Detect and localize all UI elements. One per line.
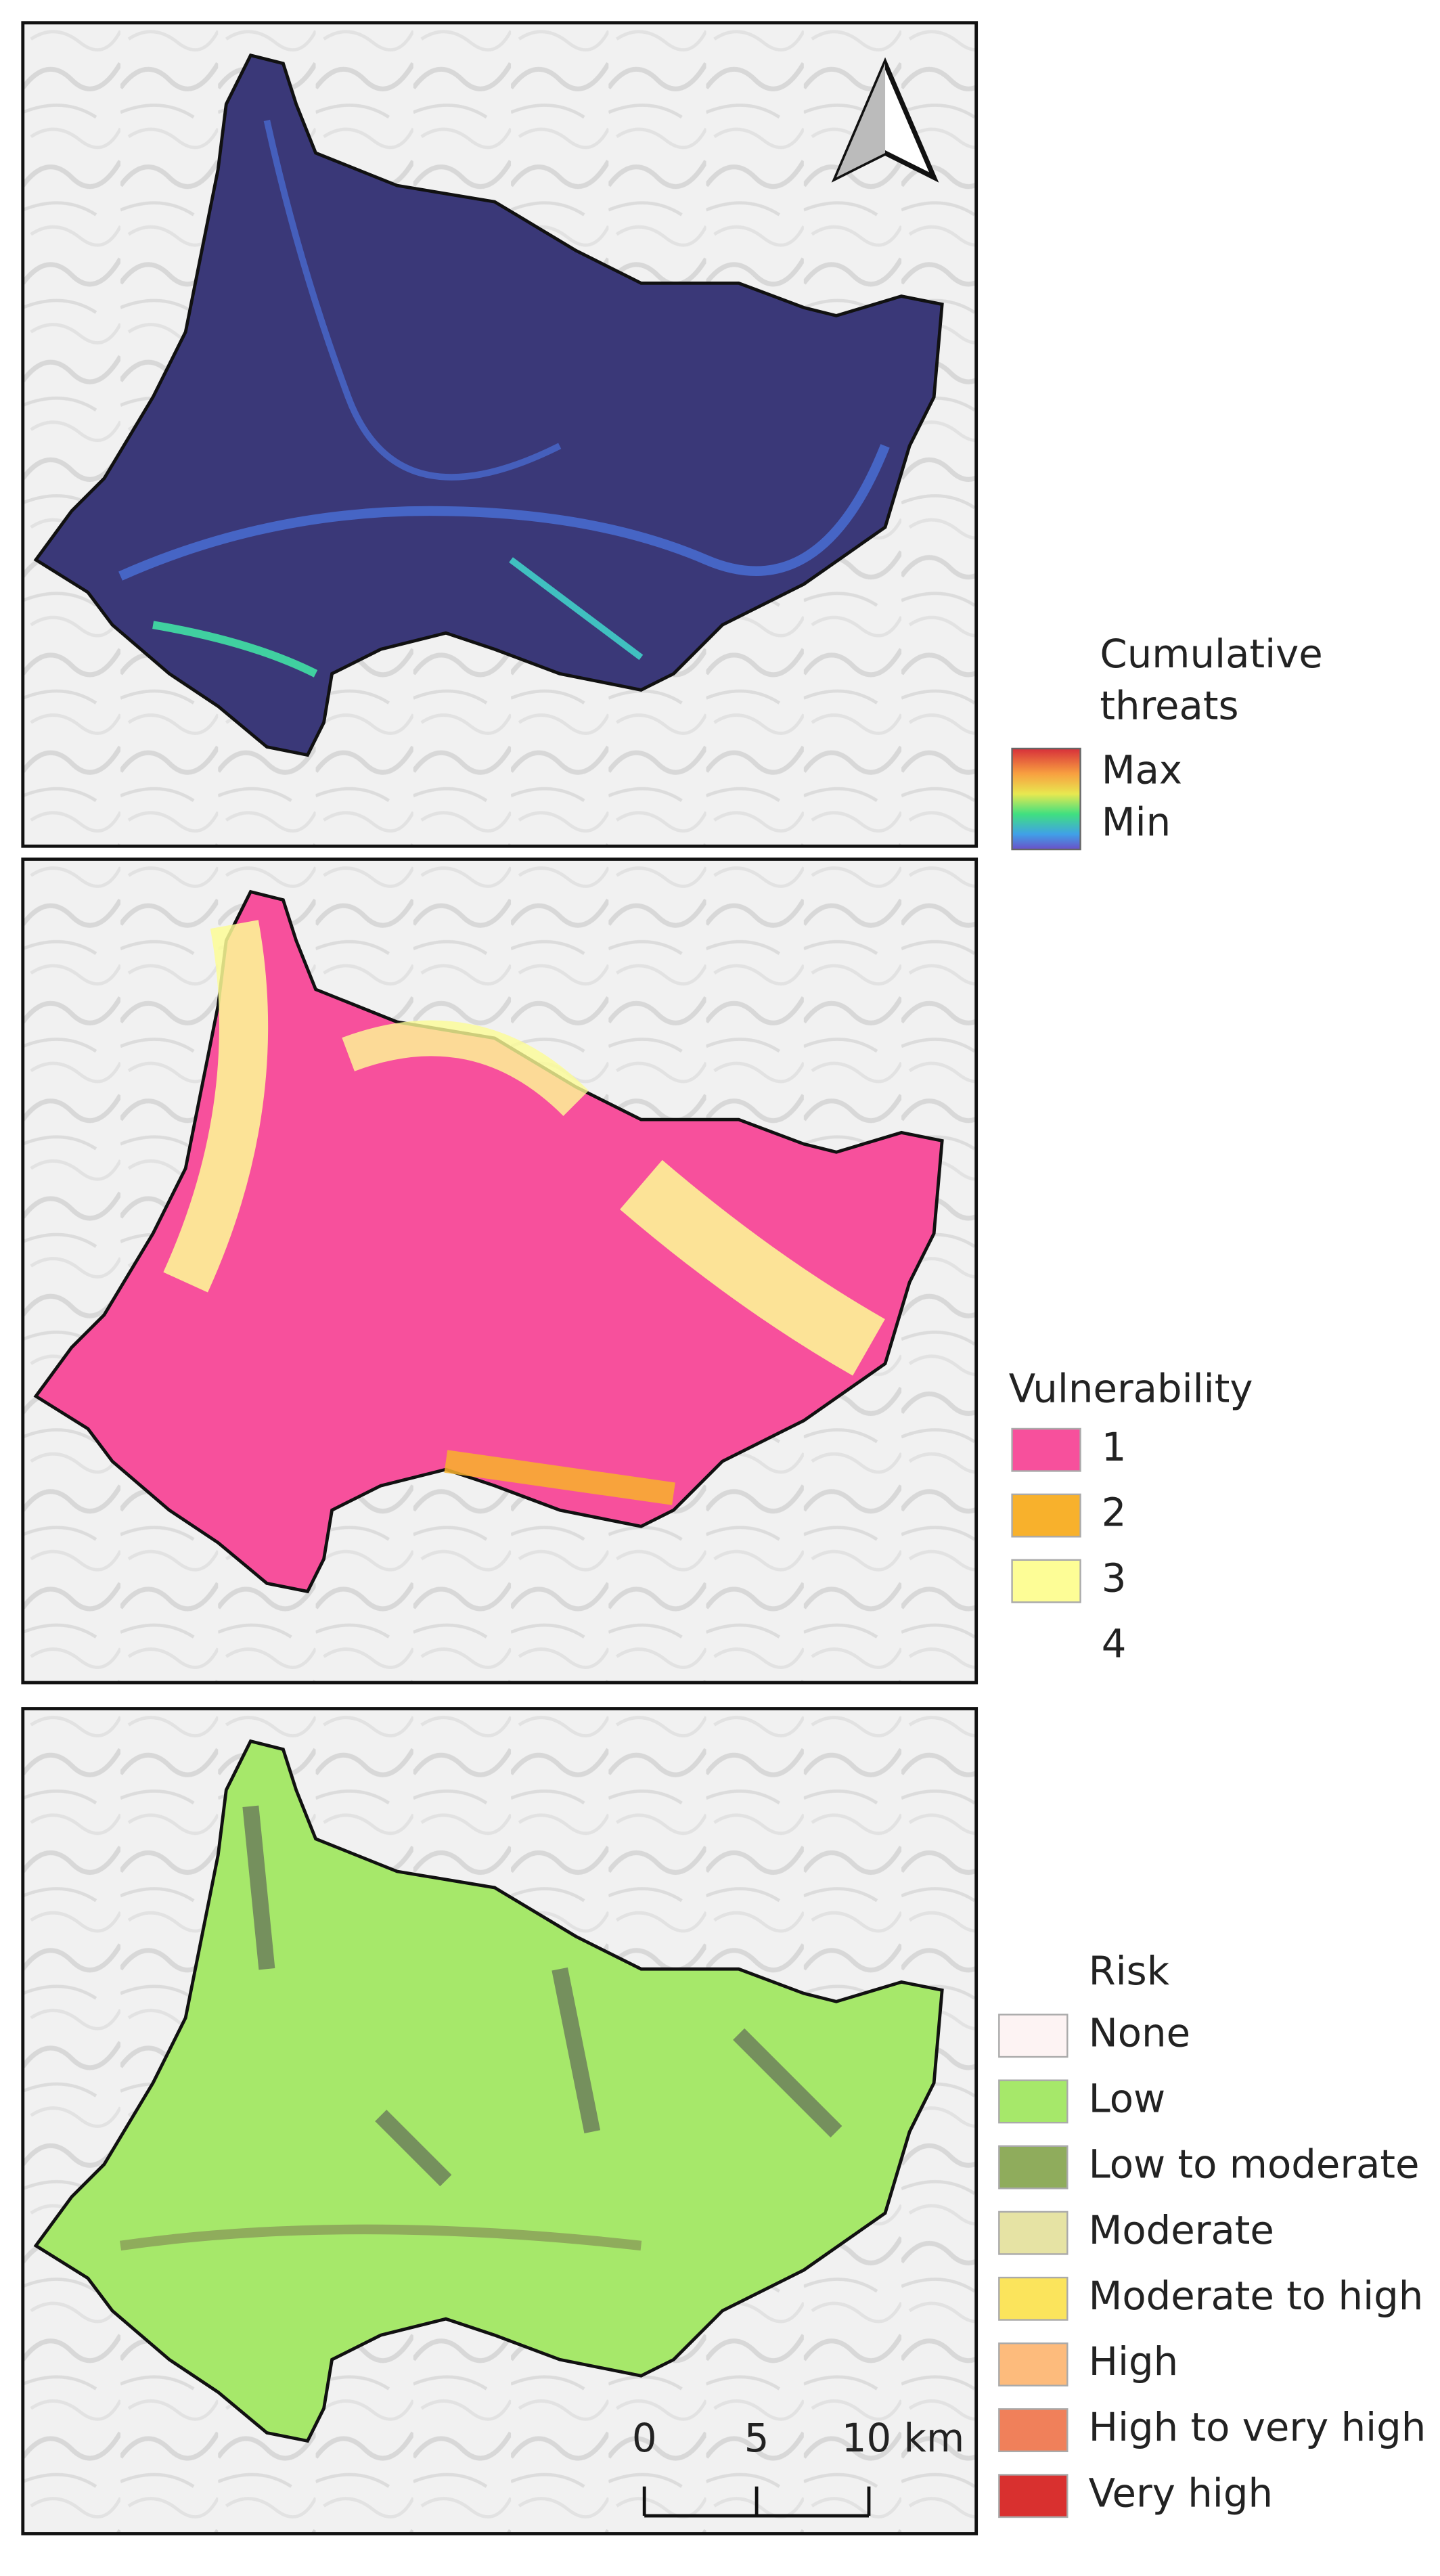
legend-label: High to very high xyxy=(1089,2404,1426,2450)
legend-swatch xyxy=(998,2408,1068,2453)
legend-swatch xyxy=(1011,1493,1081,1538)
legend-swatch xyxy=(998,2079,1068,2124)
legend-label: 2 xyxy=(1102,1490,1127,1536)
legend-swatch xyxy=(998,2342,1068,2386)
legend-swatch xyxy=(1011,1559,1081,1603)
legend-swatch xyxy=(998,2145,1068,2190)
scale-label: 10 km xyxy=(842,2415,964,2461)
map-panel xyxy=(21,1707,978,2535)
legend-label: None xyxy=(1089,2009,1191,2056)
legend-swatch xyxy=(998,2014,1068,2058)
legend-swatch xyxy=(998,2474,1068,2518)
ramp-min-label: Min xyxy=(1102,799,1171,845)
scale-label: 0 xyxy=(632,2415,657,2461)
map-panel xyxy=(21,21,978,848)
legend-title-box: Cumulative threats xyxy=(1100,631,1323,730)
legend-label: Moderate to high xyxy=(1089,2273,1424,2319)
legend-label: Moderate xyxy=(1089,2207,1274,2253)
legend-label: High xyxy=(1089,2338,1179,2384)
legend-title: Vulnerability xyxy=(1009,1365,1253,1411)
legend-label: 4 xyxy=(1102,1621,1127,1667)
legend-swatch xyxy=(1011,1427,1081,1472)
legend-swatch xyxy=(998,2276,1068,2321)
ramp-max-label: Max xyxy=(1102,747,1182,793)
scale-label: 5 xyxy=(744,2415,769,2461)
legend-label: Low xyxy=(1089,2076,1166,2122)
legend-title: Cumulative threats xyxy=(1100,631,1323,730)
legend-label: Very high xyxy=(1089,2470,1273,2516)
map-panel xyxy=(21,858,978,1685)
legend-label: 1 xyxy=(1102,1424,1127,1470)
legend-title: Risk xyxy=(1089,1948,1170,1994)
scale-bar xyxy=(642,2486,871,2518)
legend-label: 3 xyxy=(1102,1555,1127,1601)
color-ramp xyxy=(1011,747,1081,851)
legend-swatch xyxy=(998,2211,1068,2255)
legend-label: Low to moderate xyxy=(1089,2141,1420,2188)
